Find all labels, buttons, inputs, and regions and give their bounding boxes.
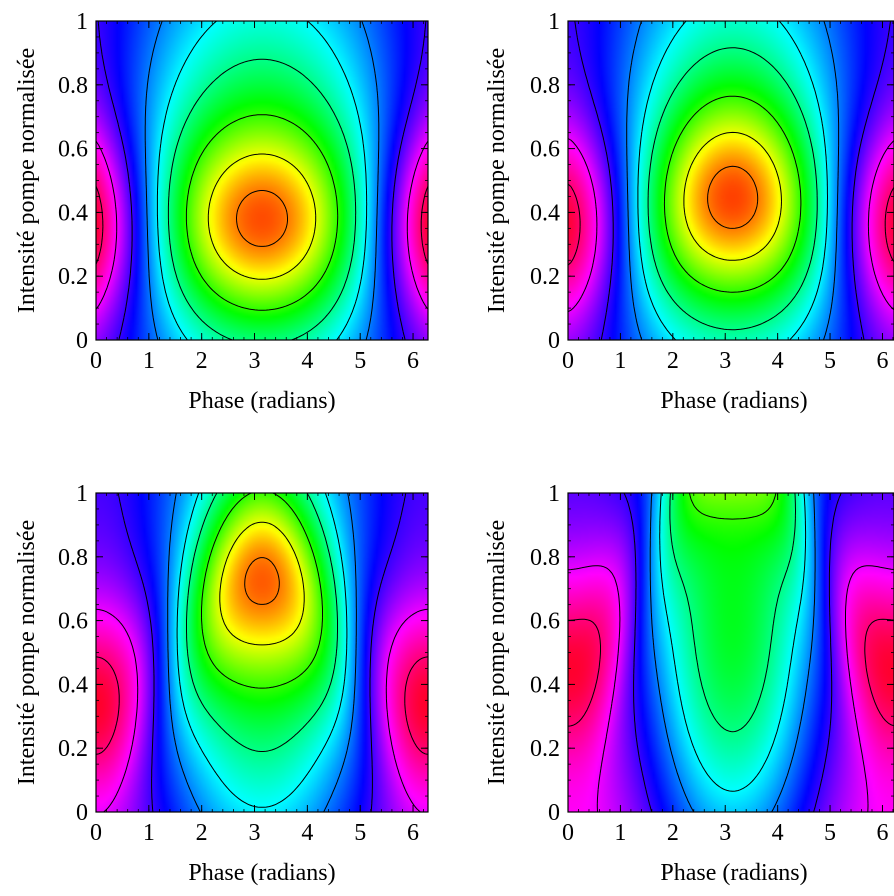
y-tick-label: 0.6 [530, 137, 560, 163]
y-axis-title: Intensité pompe normalisée [484, 520, 510, 785]
x-tick-label: 4 [772, 348, 784, 374]
contour-line [707, 165, 759, 229]
contour-line [176, 492, 348, 808]
y-tick-label: 0.2 [58, 736, 88, 762]
contour-line [567, 138, 894, 313]
contour-line [156, 20, 368, 341]
y-tick-label: 0.8 [58, 73, 88, 99]
contour-line [683, 131, 782, 261]
contour-line [663, 95, 802, 293]
x-tick-label: 0 [562, 348, 574, 374]
contour-line [219, 521, 305, 646]
y-tick-label: 1 [548, 481, 560, 507]
y-tick-label: 0.4 [530, 200, 560, 226]
panel-top-left: 0 1 2 3 4 5 6 0 0.2 0.4 0.6 0.8 1 Phase (radians) Inte… [14, 9, 429, 414]
x-tick-label: 0 [90, 348, 102, 374]
y-tick-label: 0.6 [58, 609, 88, 635]
y-tick-label: 0.8 [58, 545, 88, 571]
y-tick-label: 0.2 [530, 264, 560, 290]
contour-line [95, 140, 429, 310]
x-tick-label: 1 [143, 348, 155, 374]
y-tick-label: 0.8 [530, 73, 560, 99]
y-tick-label: 0 [548, 800, 560, 826]
x-axis-title: Phase (radians) [188, 860, 335, 886]
y-tick-label: 0.2 [530, 736, 560, 762]
contour-line [574, 20, 891, 341]
y-tick-label: 0.6 [530, 609, 560, 635]
y-axis-title: Intensité pompe normalisée [14, 48, 40, 313]
contour-line [637, 20, 828, 341]
y-tick-label: 1 [76, 9, 88, 35]
contour-line [201, 492, 323, 689]
x-tick-label: 2 [667, 820, 679, 846]
x-tick-label: 1 [143, 820, 155, 846]
contour-line [167, 58, 357, 341]
x-axis-title: Phase (radians) [660, 388, 807, 414]
y-axis-title: Intensité pompe normalisée [14, 520, 40, 785]
y-tick-label: 0.4 [58, 200, 88, 226]
contour-line [97, 20, 427, 341]
y-tick-label: 0 [76, 800, 88, 826]
y-tick-label: 0 [548, 328, 560, 354]
x-tick-label: 5 [354, 348, 366, 374]
y-tick-label: 0.6 [58, 137, 88, 163]
contour-line [144, 20, 380, 341]
contour-line [647, 47, 818, 331]
contour-line [186, 492, 338, 752]
x-tick-label: 5 [824, 820, 836, 846]
y-tick-label: 0.4 [58, 672, 88, 698]
x-tick-label: 6 [407, 348, 419, 374]
y-axis-title: Intensité pompe normalisée [484, 48, 510, 313]
color-field [568, 21, 894, 340]
y-tick-label: 0 [76, 328, 88, 354]
x-tick-label: 3 [249, 348, 261, 374]
contour-line [567, 565, 894, 813]
contour-line [236, 190, 288, 247]
x-tick-label: 4 [301, 820, 313, 846]
x-tick-label: 0 [90, 820, 102, 846]
x-tick-label: 2 [667, 348, 679, 374]
contour-line [185, 114, 339, 311]
x-axis-title: Phase (radians) [660, 860, 807, 886]
x-tick-label: 2 [196, 348, 208, 374]
x-tick-label: 1 [614, 820, 626, 846]
contour-line [167, 492, 357, 813]
contour-line [95, 608, 429, 813]
x-tick-label: 5 [354, 820, 366, 846]
x-tick-label: 1 [614, 348, 626, 374]
x-tick-label: 2 [196, 820, 208, 846]
contour-line [244, 557, 280, 605]
x-tick-label: 3 [719, 348, 731, 374]
contour-line [623, 492, 842, 813]
x-tick-label: 4 [772, 820, 784, 846]
y-tick-label: 1 [76, 481, 88, 507]
y-tick-label: 0.4 [530, 672, 560, 698]
y-tick-label: 0.8 [530, 545, 560, 571]
color-field [568, 493, 894, 812]
x-tick-label: 5 [824, 348, 836, 374]
x-tick-label: 3 [249, 820, 261, 846]
panel-bottom-left: 0 1 2 3 4 5 6 0 0.2 0.4 0.6 0.8 1 Phase (radians) Inte… [14, 481, 429, 886]
contour-line [669, 492, 796, 733]
contour-line [207, 153, 317, 280]
color-field [96, 493, 428, 812]
contour-line [659, 492, 807, 792]
y-tick-label: 0.2 [58, 264, 88, 290]
color-field [96, 21, 428, 340]
contour-line [688, 492, 777, 520]
x-tick-label: 6 [876, 820, 888, 846]
y-tick-label: 1 [548, 9, 560, 35]
x-tick-label: 3 [719, 820, 731, 846]
contour-line [95, 656, 429, 755]
x-tick-label: 6 [876, 348, 888, 374]
x-tick-label: 6 [407, 820, 419, 846]
panel-top-right: 0 1 2 3 4 5 6 0 0.2 0.4 0.6 0.8 1 Phase (radians) Inte… [484, 9, 894, 414]
x-tick-label: 4 [301, 348, 313, 374]
x-axis-title: Phase (radians) [188, 388, 335, 414]
x-tick-label: 0 [562, 820, 574, 846]
panel-bottom-right: 0 1 2 3 4 5 6 0 0.2 0.4 0.6 0.8 1 Phase (radians) Inte… [484, 481, 894, 886]
